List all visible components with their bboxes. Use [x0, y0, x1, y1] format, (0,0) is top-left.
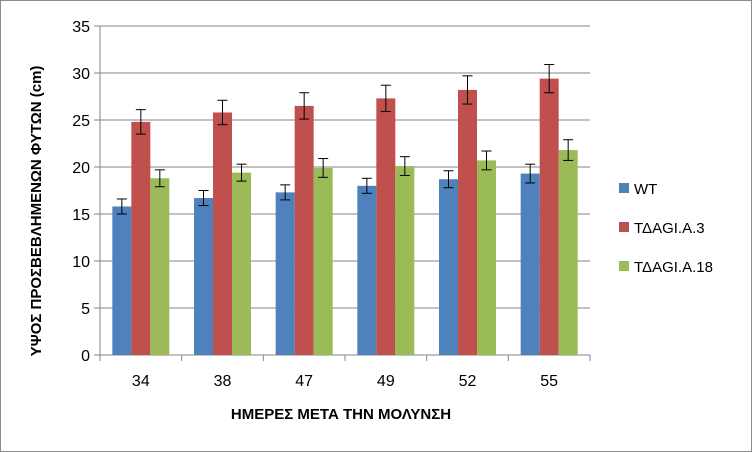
- x-tick-label: 47: [295, 373, 313, 390]
- y-tick-label: 20: [72, 160, 90, 177]
- bar-ΤΔAGI.A.3-38: [213, 112, 232, 355]
- bar-ΤΔAGI.A.18-38: [232, 172, 251, 355]
- legend-label: WT: [634, 181, 657, 198]
- bar-WT-55: [520, 173, 540, 355]
- y-tick-label: 35: [72, 19, 90, 36]
- bar-ΤΔAGI.A.18-49: [395, 166, 415, 355]
- bar-WT-49: [357, 185, 377, 355]
- x-axis-title: ΗΜΕΡΕΣ ΜΕΤΑ ΤΗΝ ΜΟΛΥΝΣΗ: [231, 406, 451, 423]
- y-tick-label: 30: [72, 66, 90, 83]
- x-tick-label: 52: [459, 373, 477, 390]
- legend-label: ΤΔAGI.A.18: [634, 259, 713, 276]
- bar-ΤΔAGI.A.3-34: [131, 121, 151, 355]
- y-tick-label: 25: [72, 113, 90, 130]
- bar-WT-47: [275, 192, 295, 355]
- legend-swatch: [619, 222, 629, 232]
- y-tick-label: 0: [81, 348, 90, 365]
- bar-ΤΔAGI.A.3-52: [458, 89, 477, 356]
- bar-ΤΔAGI.A.18-55: [558, 150, 578, 355]
- axes: [94, 25, 591, 361]
- error-bars: [116, 64, 574, 215]
- x-tick-label: 38: [214, 373, 232, 390]
- bar-WT-52: [439, 179, 458, 355]
- legend-swatch: [619, 183, 629, 193]
- legend: WT ΤΔAGI.A.3 ΤΔAGI.A.18: [619, 181, 713, 276]
- grid-lines: [100, 25, 590, 309]
- bar-ΤΔAGI.A.3-49: [376, 98, 396, 355]
- bar-ΤΔAGI.A.3-47: [294, 105, 314, 356]
- bar-ΤΔAGI.A.18-34: [150, 178, 170, 355]
- legend-label: ΤΔAGI.A.3: [634, 220, 705, 237]
- x-tick-label: 34: [132, 373, 150, 390]
- bar-WT-34: [112, 206, 132, 355]
- y-tick-label: 15: [72, 207, 90, 224]
- y-tick-labels: 0 5 10 15 20 25 30 35: [72, 19, 90, 365]
- bar-ΤΔAGI.A.3-55: [539, 78, 559, 355]
- bar-ΤΔAGI.A.18-47: [313, 167, 333, 355]
- bar-WT-38: [194, 198, 213, 355]
- y-tick-label: 10: [72, 254, 90, 271]
- x-tick-label: 49: [377, 373, 395, 390]
- bar-ΤΔAGI.A.18-52: [477, 160, 496, 355]
- x-tick-label: 55: [540, 373, 558, 390]
- y-axis-title: ΥΨΟΣ ΠΡΟΣΒΕΒΛΗΜΕΝΩΝ ΦΥΤΩΝ (cm): [28, 66, 45, 357]
- bars: [112, 78, 578, 356]
- x-tick-labels: 34 38 47 49 52 55: [132, 373, 558, 390]
- legend-swatch: [619, 261, 629, 271]
- y-tick-label: 5: [81, 301, 90, 318]
